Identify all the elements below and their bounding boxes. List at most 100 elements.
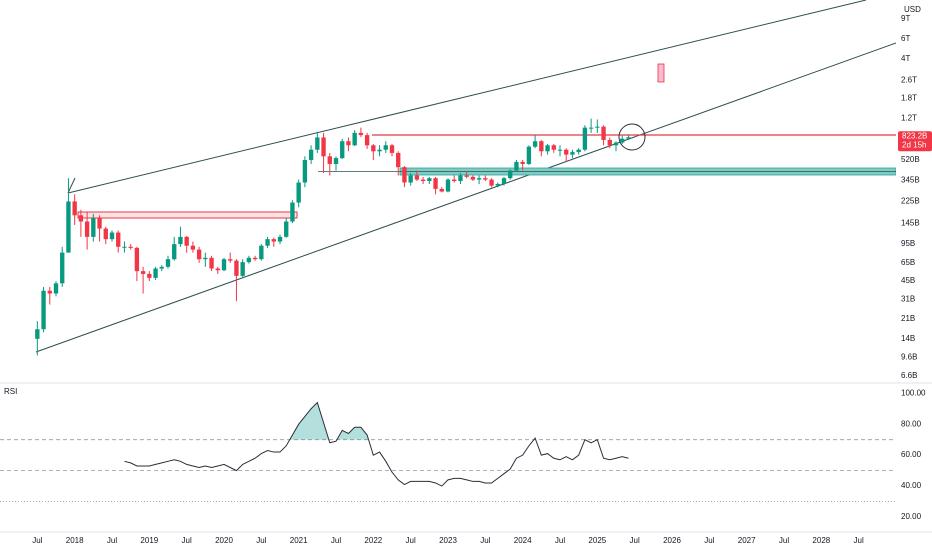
x-tick-label: Jul (779, 536, 789, 545)
candle-body (588, 127, 594, 129)
candle-body (327, 156, 332, 164)
candle-body (252, 257, 258, 260)
candle-body (595, 126, 600, 128)
candle-body (501, 178, 507, 185)
x-tick-label: Jul (107, 536, 117, 545)
y-tick-label: 21B (901, 314, 915, 323)
candle-body (483, 178, 488, 180)
y-tick-label: 9T (901, 14, 910, 23)
candle-body (551, 145, 556, 150)
candle-body (60, 252, 65, 284)
y-tick-label: 225B (901, 197, 920, 206)
candle-body (277, 236, 283, 242)
y-tick-label: 1.2T (901, 114, 917, 123)
candle-body (84, 221, 90, 237)
candle-body (402, 167, 407, 183)
candle-body (290, 202, 295, 222)
candle-body (271, 239, 276, 242)
y-tick-label: 2.6T (901, 75, 917, 84)
candle-body (539, 141, 544, 152)
candle-body (35, 329, 40, 339)
candle-body (383, 145, 388, 150)
candle-body (140, 271, 146, 274)
candle-body (626, 137, 631, 139)
y-tick-label: 20.00 (901, 512, 922, 521)
candle-body (464, 175, 469, 177)
candle-body (153, 268, 158, 278)
x-tick-label: 2019 (140, 536, 158, 545)
candle-body (66, 201, 71, 253)
x-tick-label: Jul (704, 536, 714, 545)
x-tick-label: 2018 (66, 536, 84, 545)
candle-body (445, 179, 451, 192)
candle-body (103, 228, 108, 240)
y-tick-label: 1.8T (901, 94, 917, 103)
candle-body (234, 260, 239, 276)
candle-body (41, 290, 46, 330)
y-tick-label: 520B (901, 155, 920, 164)
bar-countdown: 2d 15h (902, 140, 926, 149)
candle-body (414, 175, 420, 180)
candle-body (452, 179, 457, 182)
y-tick-label: 6T (901, 34, 910, 43)
candle-body (165, 259, 171, 267)
candle-body (408, 175, 413, 183)
candle-body (613, 142, 619, 146)
x-tick-label: 2025 (588, 536, 606, 545)
x-tick-label: 2022 (364, 536, 382, 545)
candle-body (439, 188, 444, 192)
x-tick-label: Jul (630, 536, 640, 545)
candle-body (520, 161, 525, 164)
highlight-circle (618, 123, 646, 151)
candle-body (476, 178, 482, 180)
candle-body (315, 137, 320, 150)
x-tick-label: Jul (854, 536, 864, 545)
y-tick-label: 14B (901, 334, 915, 343)
y-tick-label: 60.00 (901, 450, 922, 459)
x-tick-label: Jul (331, 536, 341, 545)
candle-body (259, 245, 264, 260)
candle-body (352, 132, 357, 146)
resistance-zone (77, 211, 298, 219)
rsi-line (124, 401, 629, 487)
y-tick-label: 45B (901, 276, 915, 285)
candle-body (246, 257, 252, 263)
candle-body (190, 245, 196, 250)
x-tick-label: 2028 (812, 536, 830, 545)
trend-line-connector (67, 177, 76, 194)
candle-body (91, 218, 96, 237)
candle-body (514, 161, 519, 171)
candle-body (308, 149, 314, 160)
x-tick-label: Jul (32, 536, 42, 545)
candle-body (147, 273, 152, 278)
candle-body (495, 184, 500, 186)
candle-body (184, 236, 189, 246)
candle-body (228, 259, 233, 261)
candle-body (532, 141, 538, 147)
candle-body (221, 259, 227, 271)
candle-body (458, 175, 463, 182)
candle-body (159, 266, 164, 269)
x-tick-label: 2024 (514, 536, 532, 545)
candle-body (134, 247, 140, 272)
candle-body (371, 145, 376, 152)
candle-body (582, 127, 588, 150)
y-tick-label: 100.00 (901, 388, 926, 397)
candle-body (302, 159, 308, 183)
candle-body (215, 268, 220, 271)
candle-body (526, 146, 532, 164)
candle-body (377, 149, 382, 152)
candle-body (620, 138, 625, 143)
candle-body (178, 236, 183, 245)
price-tag: 823.2B 2d 15h (898, 131, 932, 152)
candle-body (396, 152, 401, 168)
candle-body (321, 137, 326, 157)
candle-body (576, 149, 581, 153)
candle-body (296, 182, 301, 203)
candle-body (346, 141, 351, 146)
candle-body (97, 218, 102, 229)
candle-body (53, 283, 59, 294)
candle-body (128, 246, 133, 248)
y-tick-label: 9.6B (901, 353, 917, 362)
